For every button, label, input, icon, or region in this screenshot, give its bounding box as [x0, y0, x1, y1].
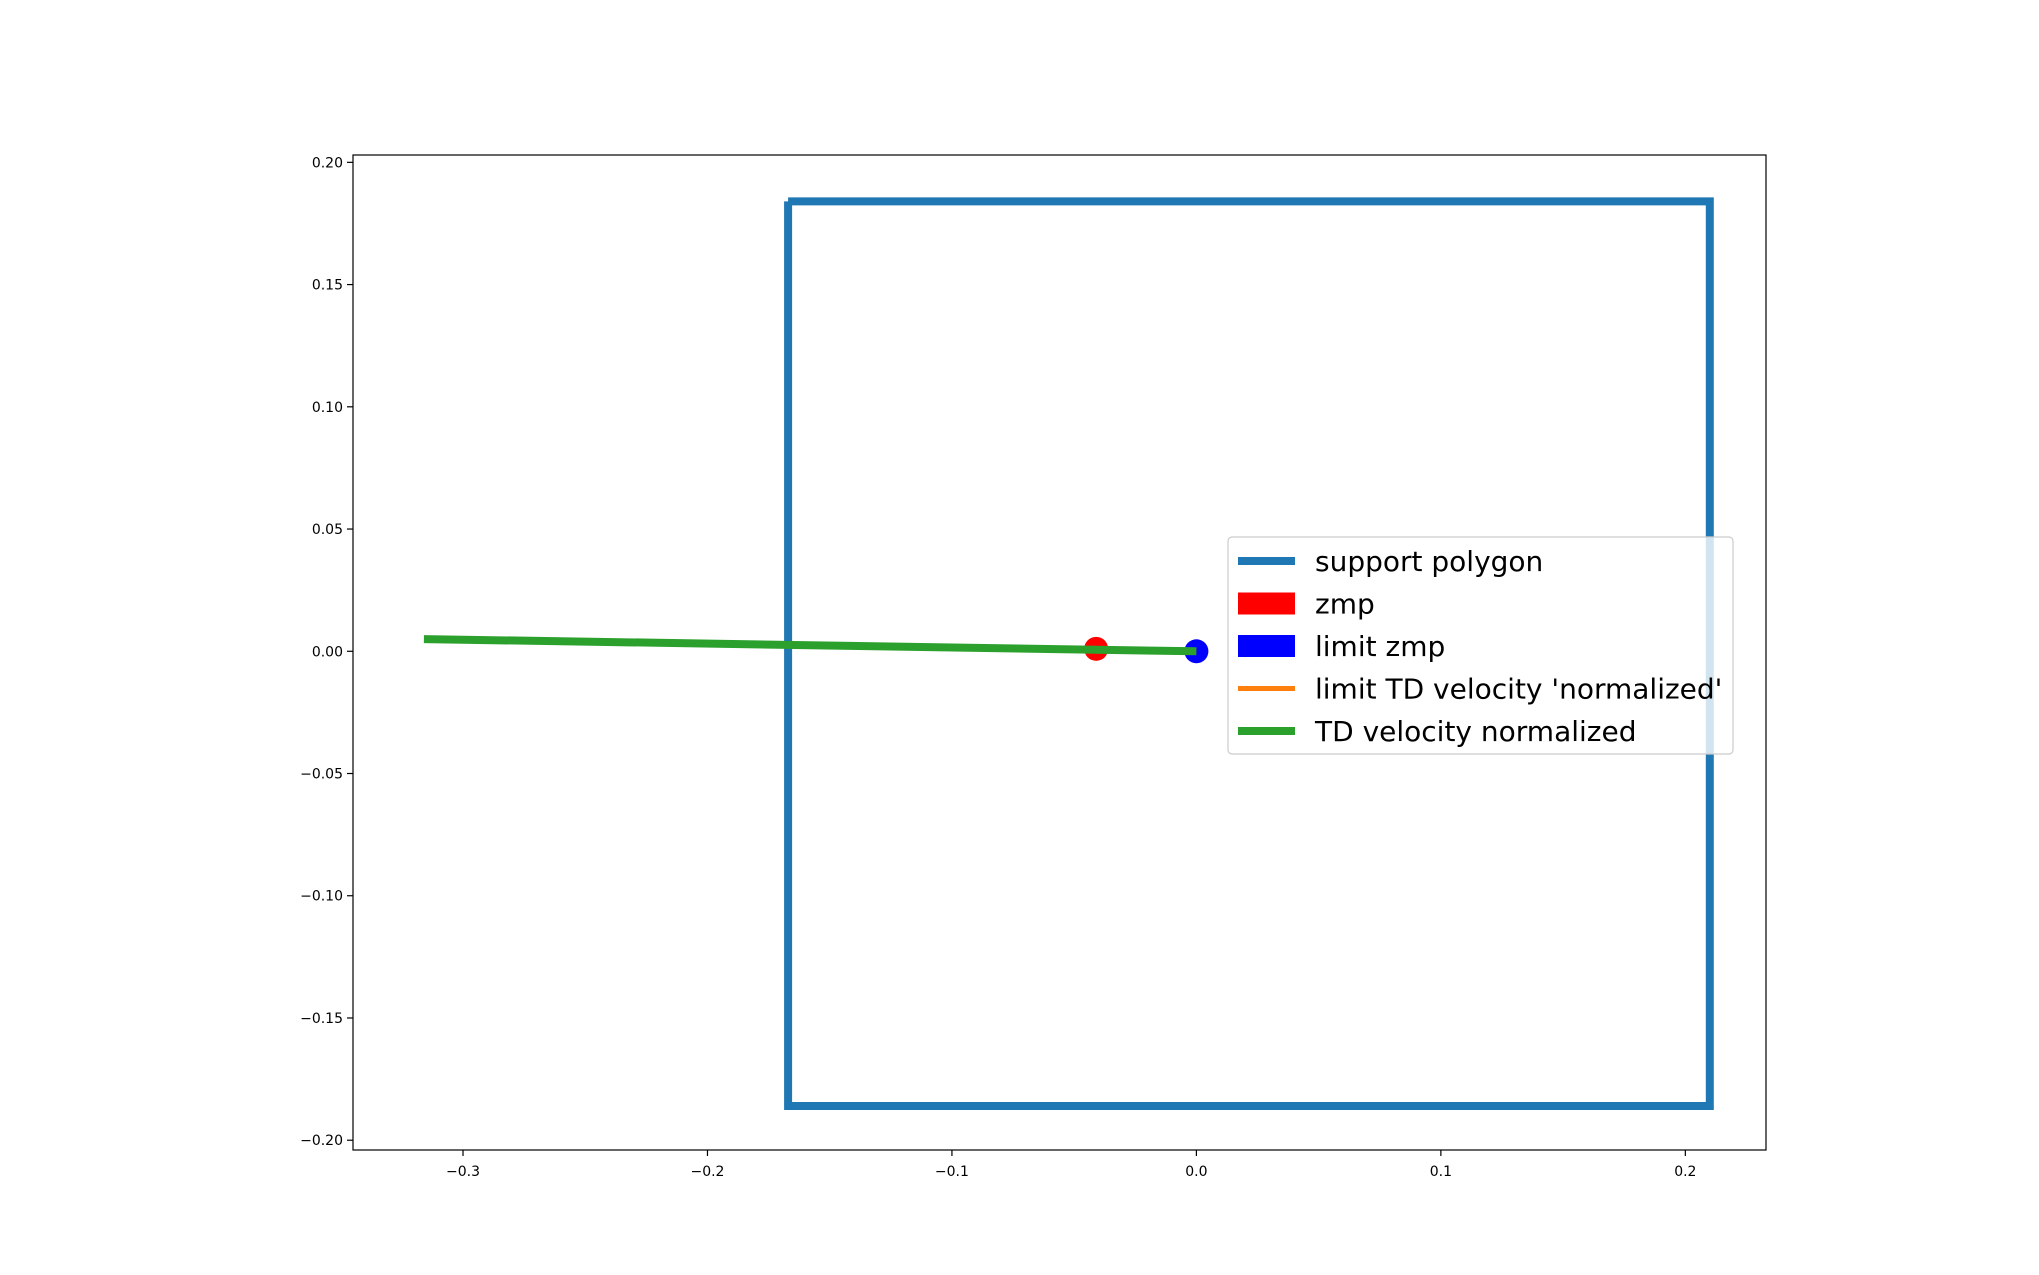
y-tick-label: 0.10	[312, 400, 343, 416]
legend-swatch-limit-zmp	[1238, 635, 1295, 657]
y-tick-label: −0.10	[300, 889, 343, 905]
legend-label-limit-td-velocity-normalized: limit TD velocity 'normalized'	[1315, 673, 1722, 706]
y-tick-label: 0.00	[312, 644, 343, 660]
x-tick-label: 0.2	[1674, 1164, 1696, 1180]
series-line-support-polygon	[784, 197, 1714, 1110]
y-axis: 0.20 0.15 0.10 0.05 0.00 −0.05 −0.10 −0.15 −0.20	[300, 155, 353, 1149]
x-tick-label: −0.1	[935, 1164, 969, 1180]
legend-label-zmp: zmp	[1315, 588, 1375, 621]
legend-swatch-zmp	[1238, 592, 1295, 615]
legend: support polygon zmp limit zmp limit TD velo…	[1227, 536, 1734, 755]
x-axis: −0.3 −0.2 −0.1 0.0 0.1 0.2	[446, 1150, 1696, 1180]
y-tick-label: −0.05	[300, 767, 343, 783]
x-tick-label: 0.1	[1430, 1164, 1452, 1180]
y-tick-label: −0.20	[300, 1133, 343, 1149]
y-tick-label: −0.15	[300, 1011, 343, 1027]
plot-marks	[423, 197, 1714, 1110]
y-tick-label: 0.05	[312, 522, 343, 538]
axes-frame	[352, 154, 1767, 1151]
y-tick-label: 0.20	[312, 155, 343, 171]
legend-label-td-velocity-normalized: TD velocity normalized	[1314, 715, 1636, 748]
x-tick-label: −0.3	[446, 1164, 480, 1180]
series-line-td-velocity-normalized	[423, 635, 1197, 656]
y-tick-label: 0.15	[312, 278, 343, 294]
legend-box	[1227, 536, 1734, 755]
legend-label-support-polygon: support polygon	[1315, 545, 1543, 578]
x-tick-label: −0.2	[690, 1164, 724, 1180]
x-tick-label: 0.0	[1185, 1164, 1207, 1180]
legend-label-limit-zmp: limit zmp	[1315, 630, 1445, 663]
